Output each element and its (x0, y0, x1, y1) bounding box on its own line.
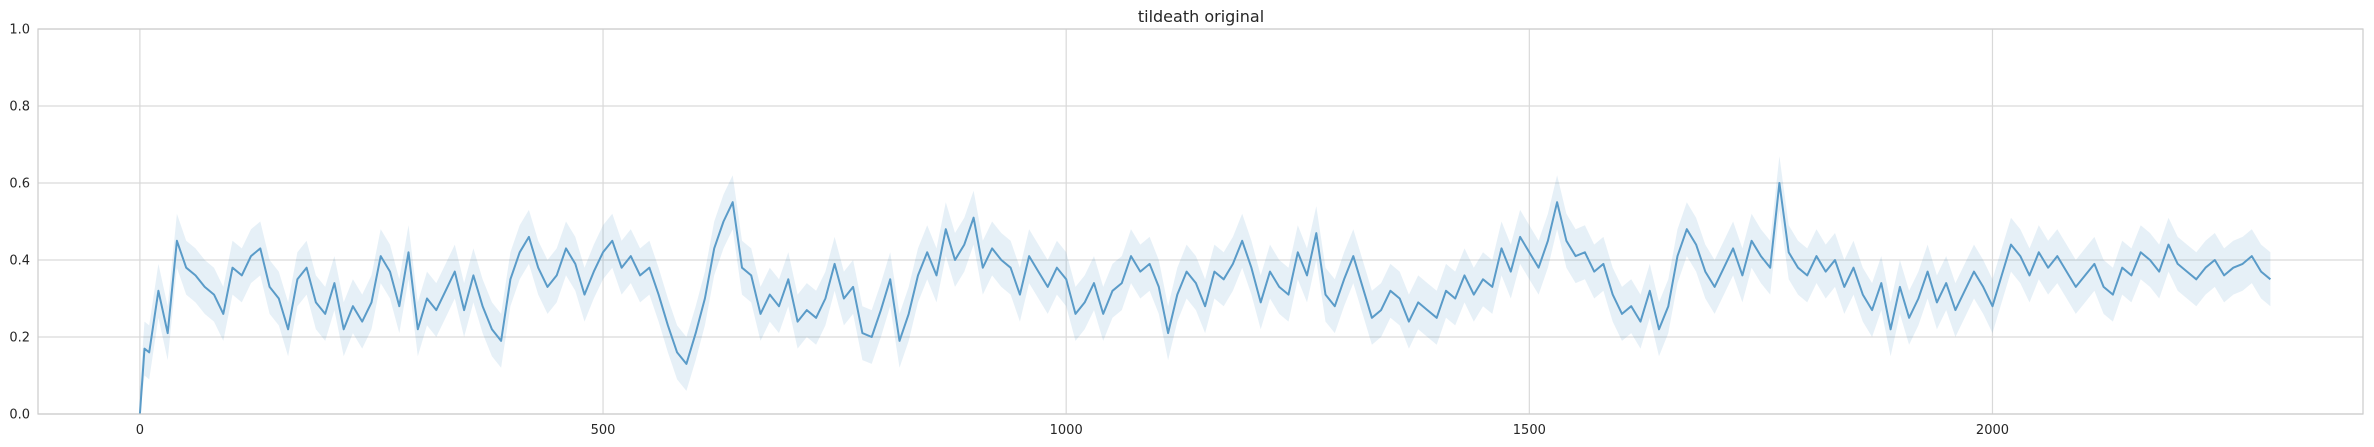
x-tick-label: 1000 (1050, 423, 1083, 438)
y-tick-label: 0.2 (9, 331, 30, 346)
x-tick-label: 0 (136, 423, 144, 438)
y-tick-label: 0.6 (9, 177, 30, 192)
series-line-layer (138, 182, 2272, 415)
confidence-band (139, 156, 2271, 414)
chart-title: tildeath original (1138, 7, 1264, 26)
y-tick-label: 0.4 (9, 254, 30, 269)
y-tick-label: 0.0 (9, 408, 30, 423)
x-tick-label: 1500 (1513, 423, 1546, 438)
y-tick-label: 0.8 (9, 100, 30, 115)
confidence-band-layer (139, 156, 2271, 414)
y-tick-label: 1.0 (9, 23, 30, 38)
y-axis-ticks: 0.0 0.2 0.4 0.6 0.8 1.0 (9, 23, 30, 423)
x-tick-label: 2000 (1976, 423, 2009, 438)
x-tick-label: 500 (591, 423, 616, 438)
series-line (138, 182, 2272, 415)
x-axis-ticks: 0 500 1000 1500 2000 (136, 423, 2009, 438)
plot-frame (37, 28, 2364, 415)
